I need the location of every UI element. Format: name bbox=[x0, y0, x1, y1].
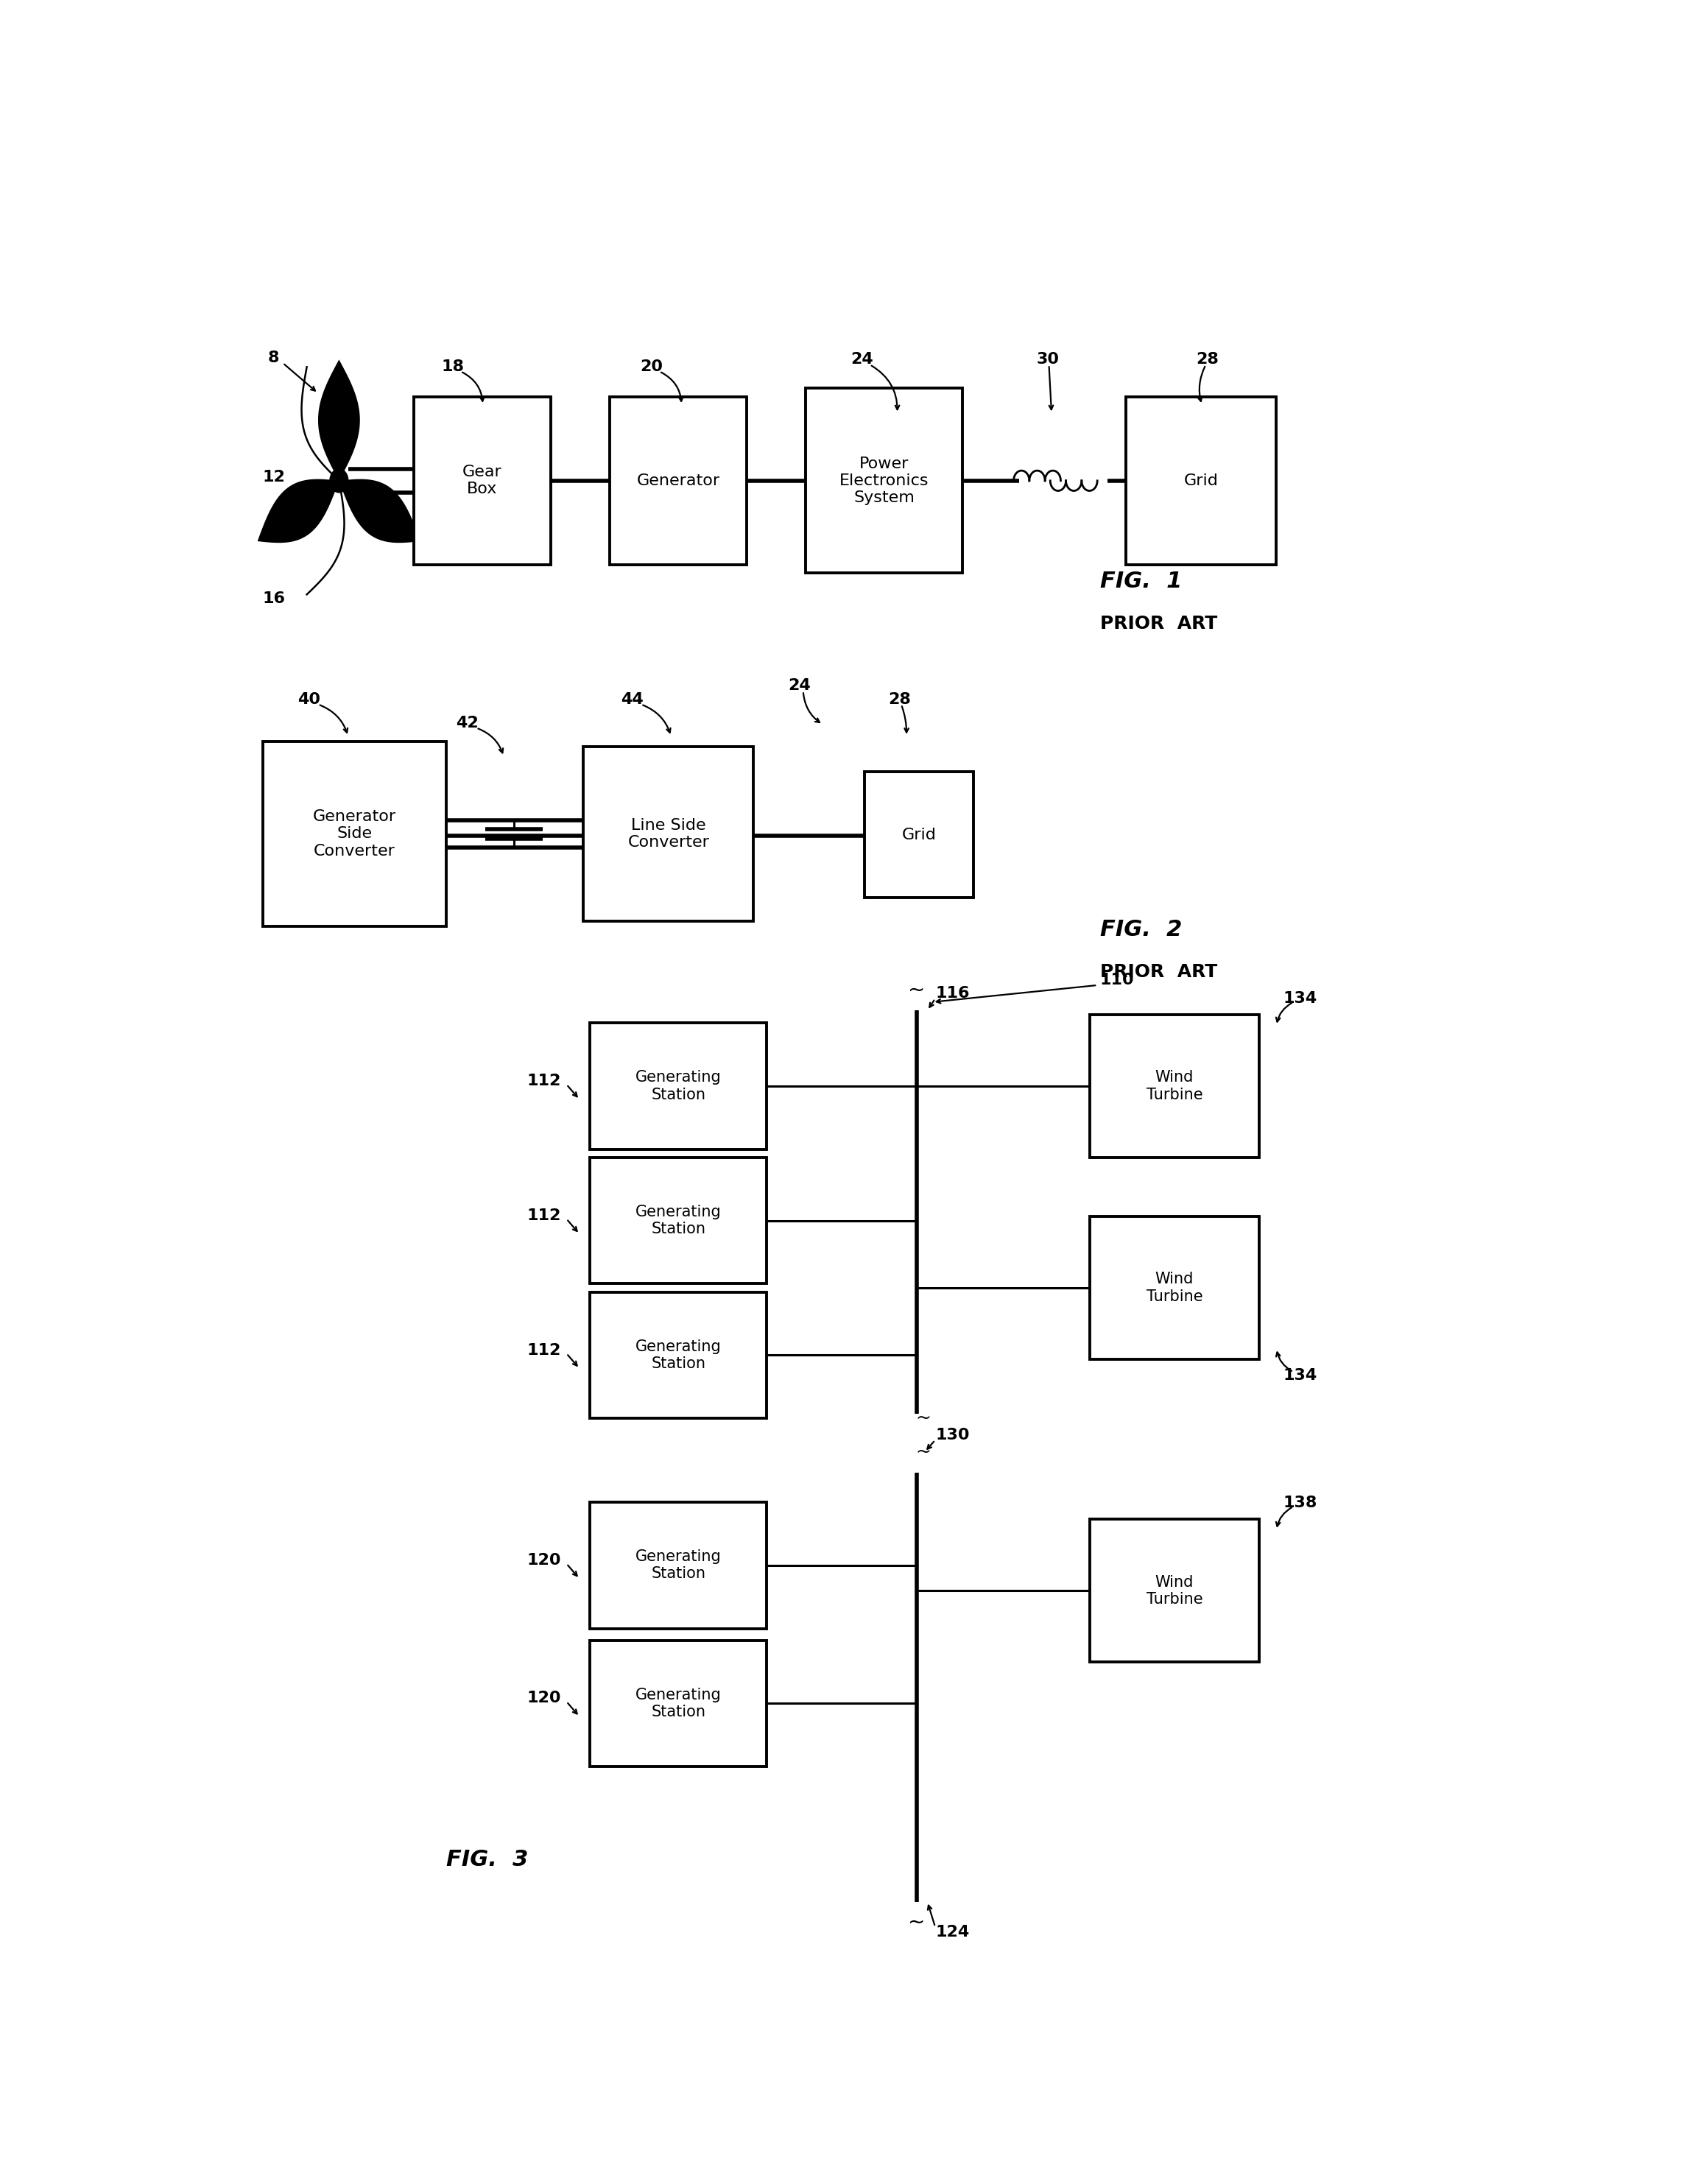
Text: Generating
Station: Generating Station bbox=[636, 1688, 722, 1719]
Text: 134: 134 bbox=[1284, 992, 1318, 1007]
Bar bbox=[590, 1158, 766, 1284]
Text: 112: 112 bbox=[526, 1075, 562, 1088]
Text: FIG.  3: FIG. 3 bbox=[445, 1850, 528, 1870]
Text: 44: 44 bbox=[621, 692, 643, 708]
Text: 28: 28 bbox=[889, 692, 911, 708]
Text: PRIOR  ART: PRIOR ART bbox=[1100, 963, 1218, 981]
Circle shape bbox=[331, 470, 348, 491]
Text: ~: ~ bbox=[908, 1911, 926, 1933]
Text: 124: 124 bbox=[935, 1924, 970, 1939]
Text: 28: 28 bbox=[1196, 352, 1218, 367]
Bar bbox=[590, 1503, 766, 1629]
Text: ~: ~ bbox=[916, 1444, 931, 1461]
Text: Generating
Station: Generating Station bbox=[636, 1339, 722, 1372]
Text: Generating
Station: Generating Station bbox=[636, 1206, 722, 1236]
Text: 24: 24 bbox=[788, 679, 810, 692]
Text: ~: ~ bbox=[916, 1409, 931, 1426]
Text: 40: 40 bbox=[297, 692, 321, 708]
Text: FIG.  1: FIG. 1 bbox=[1100, 570, 1183, 592]
Bar bbox=[413, 397, 550, 566]
Text: PRIOR  ART: PRIOR ART bbox=[1100, 616, 1218, 633]
Text: 110: 110 bbox=[1100, 972, 1134, 987]
Bar bbox=[263, 740, 445, 926]
Text: 112: 112 bbox=[526, 1208, 562, 1223]
Polygon shape bbox=[258, 478, 339, 544]
Text: Grid: Grid bbox=[1184, 474, 1218, 487]
Text: Grid: Grid bbox=[901, 828, 936, 843]
Text: 20: 20 bbox=[639, 358, 663, 373]
Text: 112: 112 bbox=[526, 1343, 562, 1358]
Polygon shape bbox=[319, 360, 359, 480]
Text: 30: 30 bbox=[1036, 352, 1059, 367]
Bar bbox=[806, 389, 963, 572]
Text: 12: 12 bbox=[261, 470, 285, 485]
Text: Generator: Generator bbox=[636, 474, 720, 487]
Bar bbox=[864, 771, 973, 898]
Bar bbox=[590, 1293, 766, 1417]
Text: 8: 8 bbox=[268, 352, 280, 365]
Text: 134: 134 bbox=[1284, 1367, 1318, 1382]
Text: Generating
Station: Generating Station bbox=[636, 1070, 722, 1103]
Bar bbox=[584, 747, 754, 922]
Polygon shape bbox=[339, 478, 420, 544]
Text: 120: 120 bbox=[526, 1553, 562, 1568]
Text: FIG.  2: FIG. 2 bbox=[1100, 919, 1183, 941]
Text: Gear
Box: Gear Box bbox=[462, 465, 503, 496]
Bar bbox=[1090, 1216, 1260, 1358]
Bar bbox=[1090, 1520, 1260, 1662]
Bar bbox=[1090, 1016, 1260, 1158]
Text: 18: 18 bbox=[442, 358, 464, 373]
Text: 42: 42 bbox=[455, 716, 479, 729]
Text: Generator
Side
Converter: Generator Side Converter bbox=[314, 810, 396, 858]
Text: ~: ~ bbox=[908, 981, 926, 1000]
Bar bbox=[590, 1640, 766, 1767]
Text: Generating
Station: Generating Station bbox=[636, 1548, 722, 1581]
Text: Line Side
Converter: Line Side Converter bbox=[628, 819, 709, 850]
Text: 116: 116 bbox=[935, 987, 970, 1000]
Text: Wind
Turbine: Wind Turbine bbox=[1145, 1271, 1203, 1304]
Text: 120: 120 bbox=[526, 1690, 562, 1706]
Bar bbox=[590, 1022, 766, 1149]
Bar bbox=[609, 397, 747, 566]
Text: 16: 16 bbox=[261, 592, 285, 605]
Text: Wind
Turbine: Wind Turbine bbox=[1145, 1575, 1203, 1607]
Bar bbox=[1127, 397, 1277, 566]
Text: Wind
Turbine: Wind Turbine bbox=[1145, 1070, 1203, 1103]
Text: 138: 138 bbox=[1284, 1496, 1318, 1511]
Text: 130: 130 bbox=[935, 1428, 970, 1441]
Text: 24: 24 bbox=[850, 352, 874, 367]
Text: Power
Electronics
System: Power Electronics System bbox=[840, 456, 930, 505]
